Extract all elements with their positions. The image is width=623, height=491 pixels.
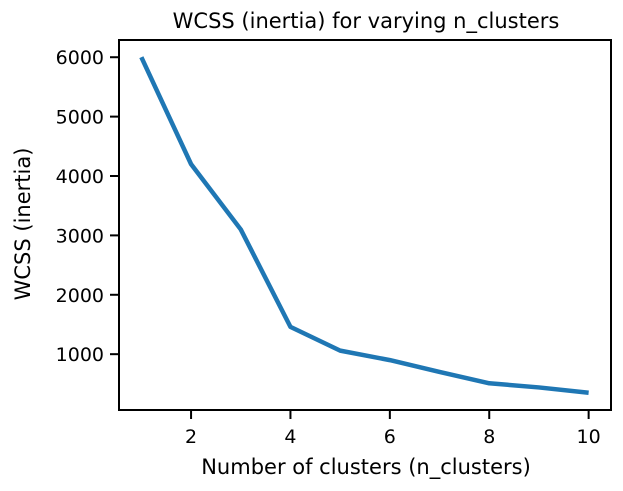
y-tick-label: 3000 [56,225,104,247]
x-tick-label: 6 [384,426,396,448]
y-axis-label: WCSS (inertia) [11,148,35,301]
chart-title: WCSS (inertia) for varying n_clusters [173,9,560,34]
y-tick-label: 6000 [56,47,104,69]
x-tick-label: 2 [185,426,197,448]
y-tick-label: 2000 [56,285,104,307]
y-tick-label: 5000 [56,107,104,129]
x-axis-label: Number of clusters (n_clusters) [201,455,531,480]
axes-frame [118,39,612,411]
y-tick-label: 1000 [56,344,104,366]
y-tick-label: 4000 [56,166,104,188]
series-line-0 [139,56,589,396]
x-tick-label: 10 [577,426,601,448]
x-tick-label: 4 [284,426,296,448]
x-tick-label: 8 [483,426,495,448]
plot-area: 2 4 6 8 10 1000 2000 3000 4000 5000 6000 [56,39,612,448]
